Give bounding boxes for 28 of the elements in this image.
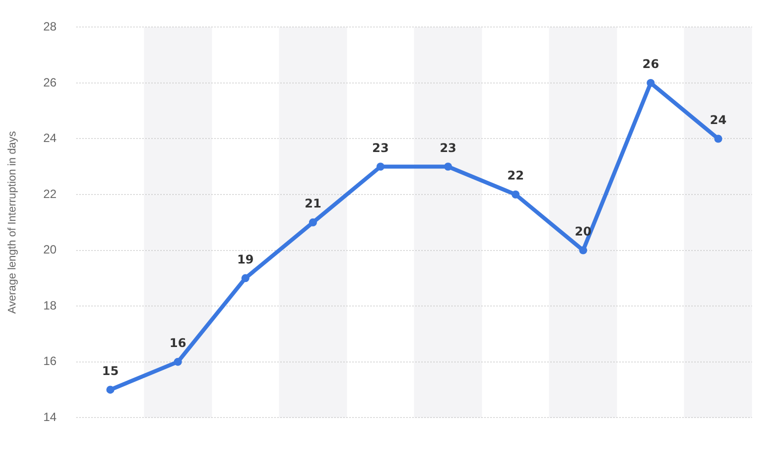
y-tick-label: 18 <box>43 298 57 312</box>
point <box>444 162 452 171</box>
data-label: 26 <box>642 57 660 72</box>
data-label: 23 <box>440 140 456 155</box>
y-tick-label: 28 <box>43 20 57 34</box>
y-tick-label: 14 <box>43 410 57 424</box>
y-tick-label: 24 <box>43 131 57 146</box>
data-label: 21 <box>304 196 322 211</box>
point <box>376 162 384 171</box>
point <box>714 134 722 143</box>
data-label: 15 <box>102 364 119 378</box>
y-tick-label: 22 <box>43 186 57 201</box>
y-tick-label: 20 <box>43 242 57 257</box>
data-label: 16 <box>170 336 186 350</box>
point <box>512 190 520 199</box>
data-label: 23 <box>372 140 389 155</box>
point <box>308 218 317 226</box>
point <box>646 78 655 87</box>
y-tick-label: 16 <box>43 354 57 368</box>
point <box>241 274 250 282</box>
point <box>579 246 588 254</box>
data-label: 22 <box>507 168 524 183</box>
data-label: 24 <box>710 112 727 127</box>
point <box>174 358 182 366</box>
data-label: 19 <box>237 252 254 266</box>
y-axis-title: Average length of Interruption in days <box>6 130 19 314</box>
point <box>106 386 114 394</box>
y-tick-label: 26 <box>43 75 57 90</box>
